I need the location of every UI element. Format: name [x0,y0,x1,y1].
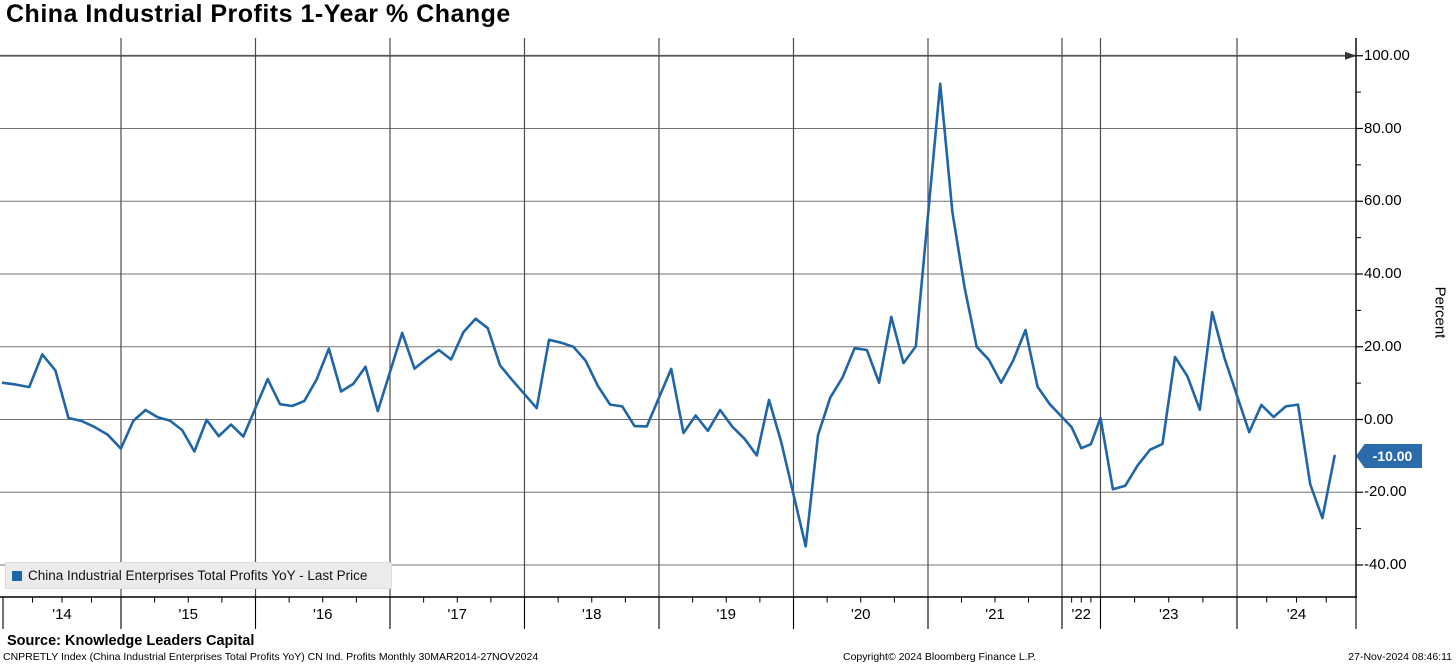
y-tick-label: 0.00 [1364,410,1394,428]
x-tick-label: '14 [52,606,72,623]
horizontal-gridlines [0,54,1356,566]
chart-title: China Industrial Profits 1-Year % Change [6,0,511,28]
security-description: CNPRETLY Index (China Industrial Enterpr… [3,651,539,663]
vertical-gridlines [120,38,1238,597]
x-tick-label: '22 [1071,606,1092,623]
profit-yoy-line-series [1,82,1336,548]
x-tick-label: '21 [985,606,1005,623]
x-tick-label: '17 [447,606,468,623]
y-tick-label: 100.00 [1364,46,1410,64]
last-price-badge: -10.00 [1356,444,1422,468]
timestamp: 27-Nov-2024 08:46:11 [1348,651,1452,663]
y-tick-label: 80.00 [1364,119,1402,137]
x-tick-label: '23 [1158,606,1179,623]
y-tick-label: -40.00 [1364,556,1407,573]
x-tick-label: '24 [1286,606,1307,623]
x-tick-label: '19 [716,606,737,623]
y-axis [1345,38,1363,597]
source-line: Source: Knowledge Leaders Capital [7,633,255,649]
copyright-notice: Copyright© 2024 Bloomberg Finance L.P. [843,651,1037,663]
y-axis-title: Percent [1431,286,1449,339]
x-tick-label: '18 [581,606,602,623]
y-tick-label: 60.00 [1364,192,1402,210]
x-tick-label: '16 [312,606,333,623]
legend-series-label: China Industrial Enterprises Total Profi… [28,568,368,583]
y-tick-label: -20.00 [1364,483,1407,501]
x-tick-label: '15 [178,606,199,623]
legend: China Industrial Enterprises Total Profi… [5,562,393,589]
y-tick-label: 20.00 [1364,337,1402,355]
y-tick-label: 40.00 [1364,265,1402,282]
legend-series-marker-icon [12,570,22,581]
x-tick-label: '20 [850,606,871,623]
x-axis [0,596,1357,629]
axis-arrowhead-icon [1345,51,1357,60]
